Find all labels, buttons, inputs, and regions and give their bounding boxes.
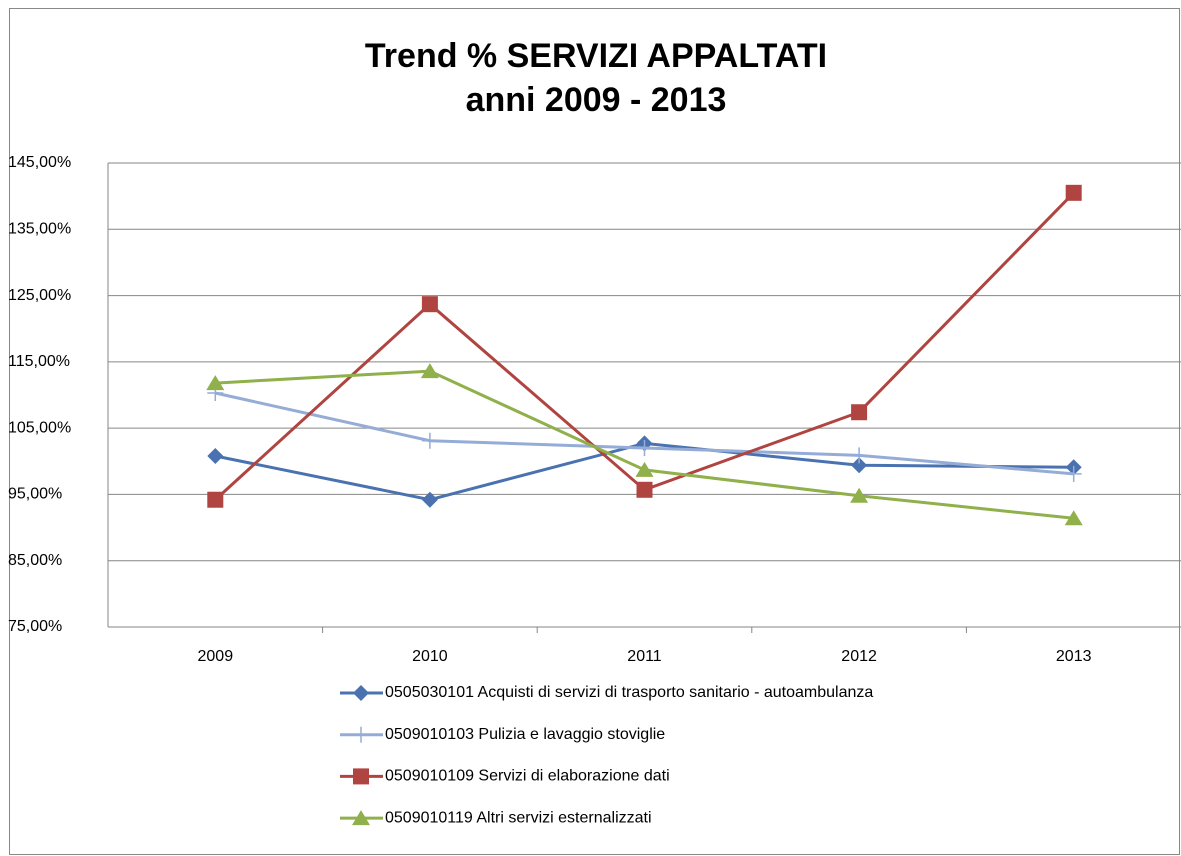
chart-subtitle: anni 2009 - 2013 — [466, 81, 727, 119]
x-tick-label: 2011 — [627, 648, 662, 665]
legend-marker — [353, 768, 369, 785]
legend-marker — [353, 726, 369, 743]
marker — [851, 447, 868, 464]
legend-label: 0509010103 Pulizia e lavaggio stoviglie — [385, 726, 665, 743]
marker — [421, 432, 438, 449]
legend-label: 0509010109 Servizi di elaborazione dati — [385, 768, 670, 785]
legend-marker — [352, 810, 370, 826]
y-tick-label: 115,00% — [8, 353, 70, 370]
y-tick-label: 75,00% — [8, 618, 62, 635]
x-tick-label: 2009 — [198, 648, 234, 665]
marker — [1065, 465, 1082, 482]
y-tick-label: 135,00% — [8, 221, 71, 238]
marker — [207, 491, 224, 508]
marker — [206, 375, 225, 391]
y-tick-label: 125,00% — [8, 287, 71, 304]
y-tick-label: 105,00% — [8, 419, 71, 436]
marker — [635, 461, 654, 477]
x-tick-label: 2010 — [412, 648, 448, 665]
marker — [636, 440, 653, 457]
x-tick-label: 2012 — [841, 648, 877, 665]
y-tick-label: 85,00% — [8, 552, 62, 569]
marker — [421, 491, 438, 508]
marker — [851, 404, 868, 421]
y-tick-label: 145,00% — [8, 154, 71, 171]
marker — [850, 487, 869, 503]
chart-title: Trend % SERVIZI APPALTATI — [365, 37, 827, 75]
legend-label: 0505030101 Acquisti di servizi di traspo… — [385, 684, 873, 701]
marker — [636, 481, 653, 498]
marker — [421, 296, 438, 313]
x-tick-label: 2013 — [1056, 648, 1092, 665]
marker — [420, 363, 439, 379]
legend-marker — [353, 685, 369, 701]
y-tick-label: 95,00% — [8, 486, 62, 503]
chart-border — [9, 8, 1180, 855]
legend-label: 0509010119 Altri servizi esternalizzati — [385, 809, 652, 826]
marker — [851, 457, 868, 474]
marker — [1065, 184, 1082, 201]
marker — [1064, 510, 1083, 526]
marker — [207, 447, 224, 464]
